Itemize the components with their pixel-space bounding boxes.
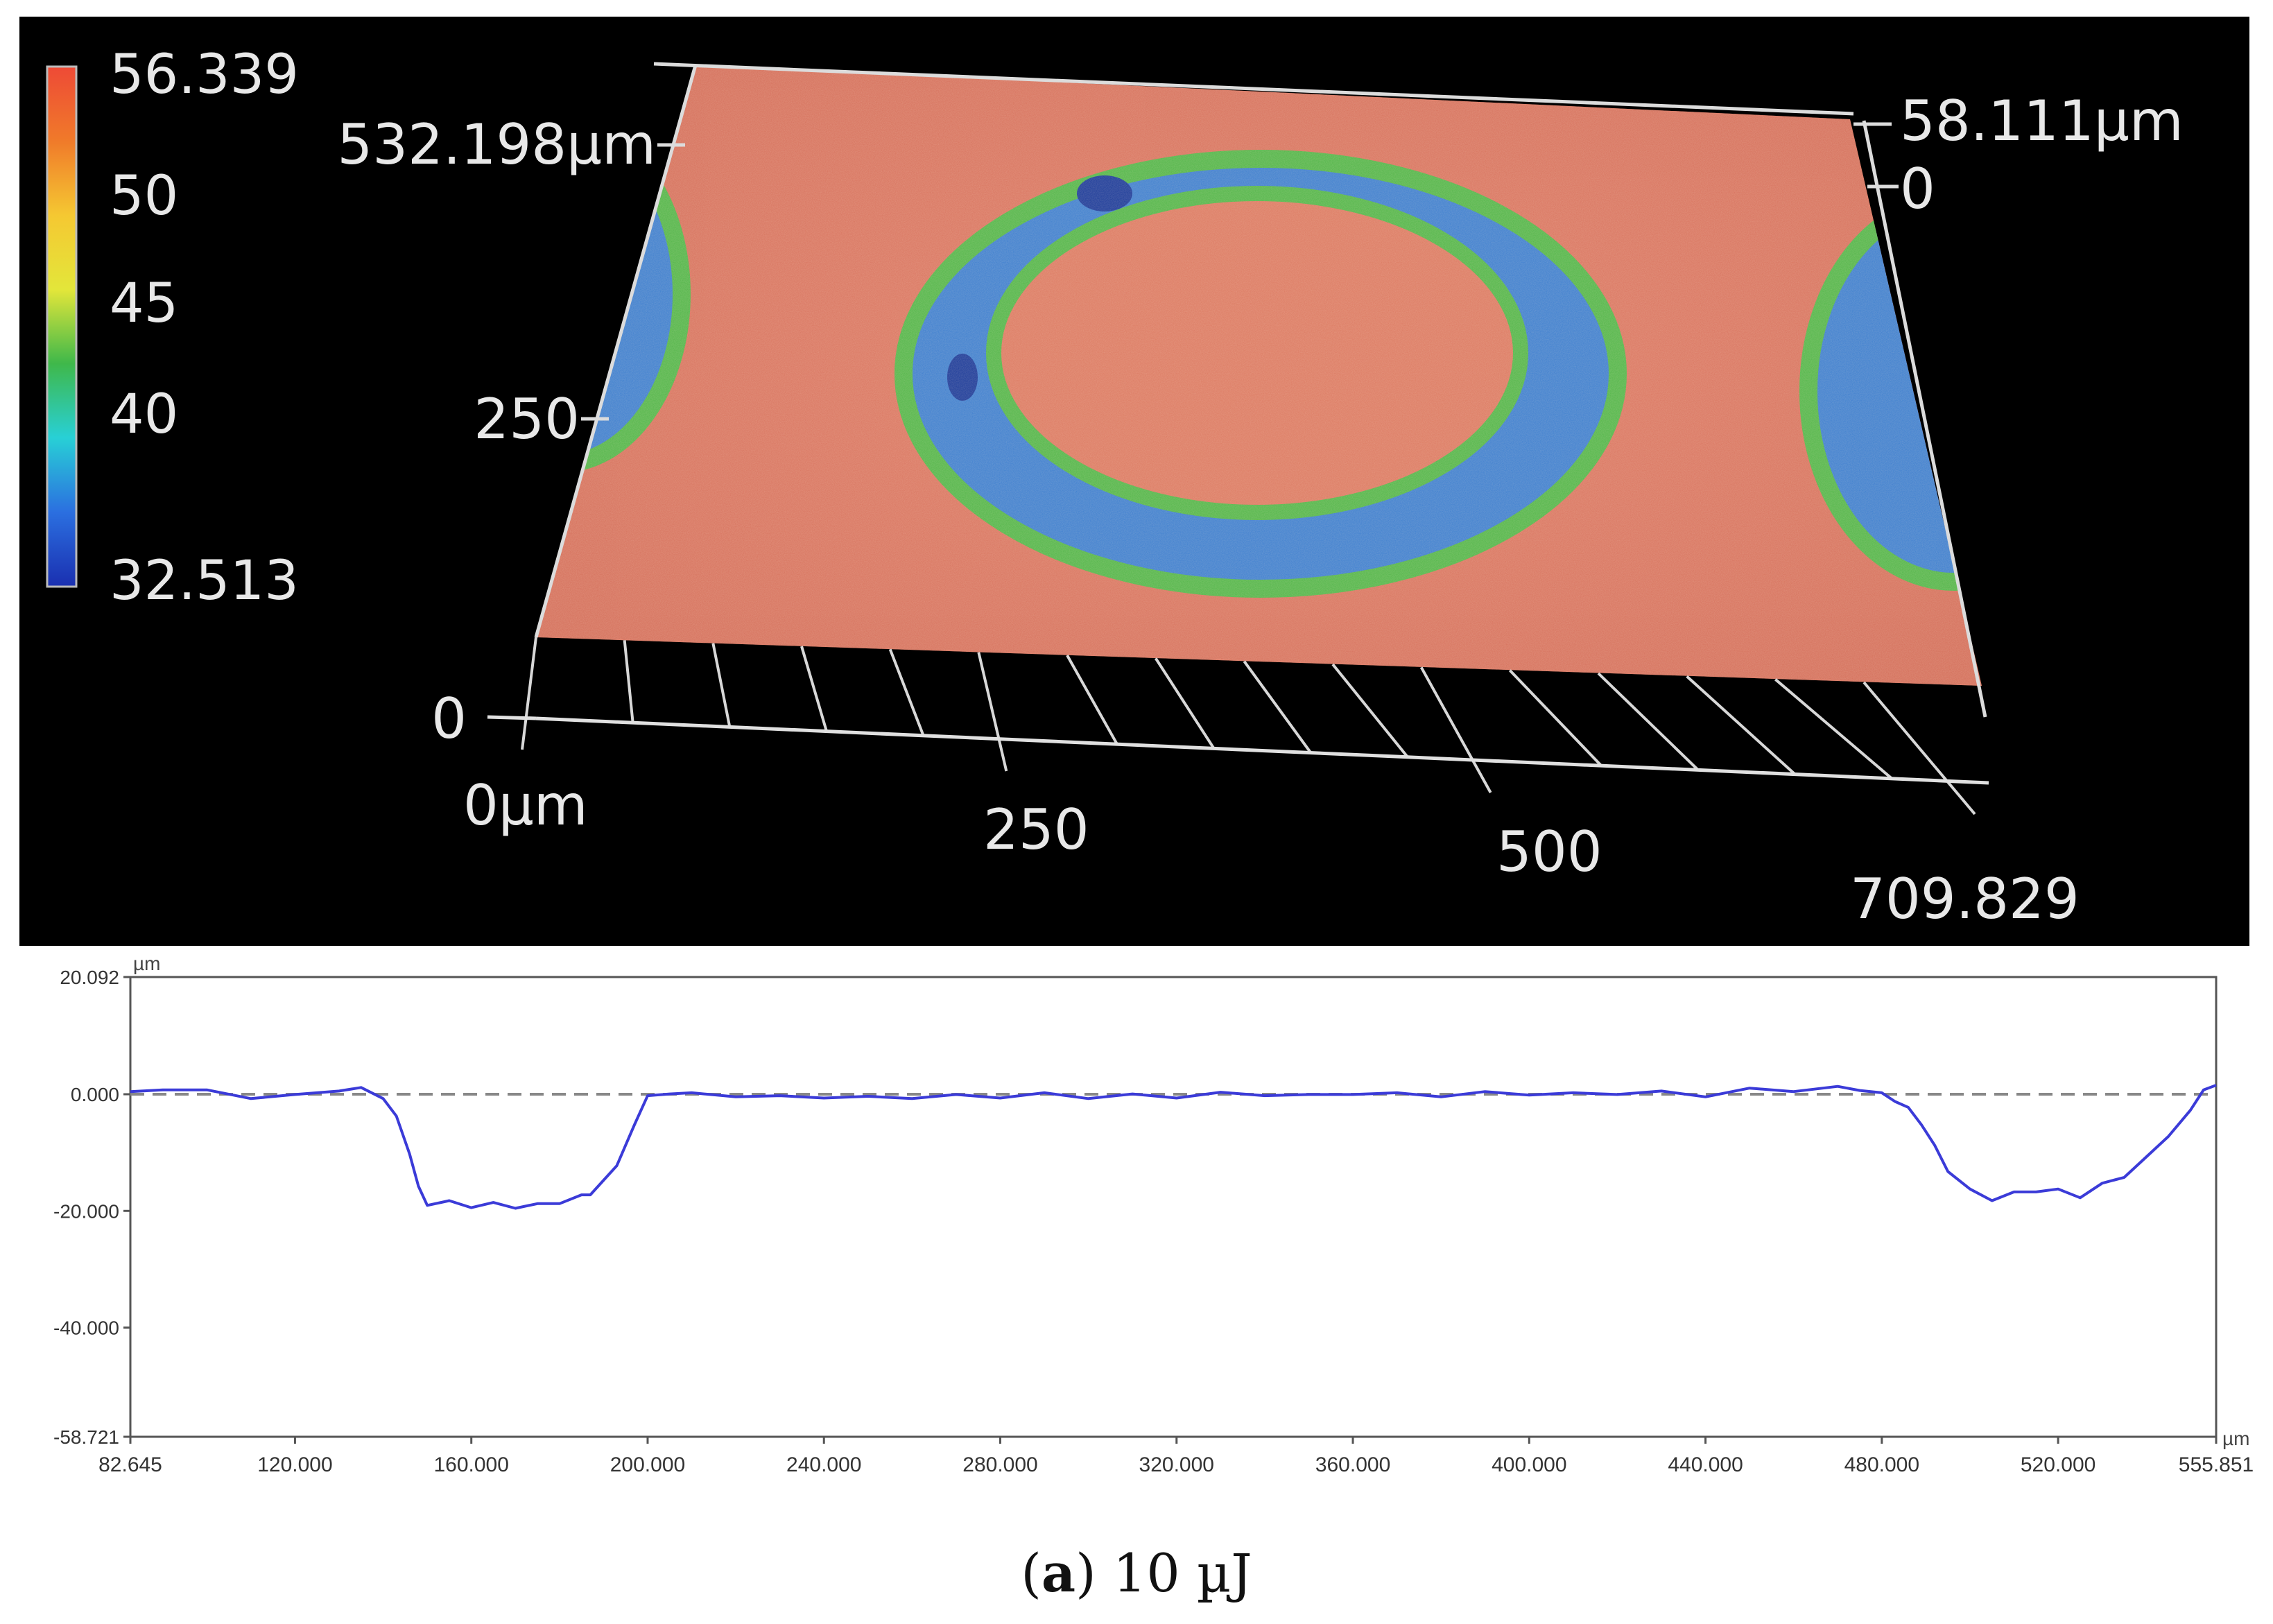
floor-grid-line (1419, 666, 1492, 793)
x-tick-label: 320.000 (1139, 1453, 1214, 1476)
colorbar-min-label: 32.513 (110, 550, 299, 612)
profile-chart: 20.092 0.000 -20.000 -40.000 -58.721 82.645 1… (53, 953, 2254, 1476)
x-tick-label: 520.000 (2021, 1453, 2095, 1476)
y-tick-label: 20.092 (60, 967, 119, 988)
x-tick-label: 280.000 (962, 1453, 1037, 1476)
height-zero-label: 0 (431, 686, 467, 751)
floor-grid-line (623, 640, 634, 723)
x-axis-label-max: 709.829 (1850, 867, 2080, 931)
floor-grid-line (521, 637, 537, 750)
floor-grid-line (1597, 672, 1700, 771)
floor-grid-line (888, 648, 925, 736)
colorbar-tick-50: 50 (110, 165, 178, 227)
x-tick-label: 400.000 (1492, 1453, 1566, 1476)
floor-grid-line (1508, 669, 1602, 767)
x-axis-label-250: 250 (983, 797, 1089, 862)
x-tick-label: 120.000 (257, 1453, 332, 1476)
x-tick-label: 360.000 (1315, 1453, 1390, 1476)
y-axis-max-label: 532.198µm (337, 112, 656, 177)
floor-grid-line (1774, 678, 1893, 780)
floor-grid-line (1154, 657, 1216, 750)
x-tick-label: 440.000 (1668, 1453, 1743, 1476)
z-axis-zero-label: 0 (1900, 157, 1935, 221)
floor-grid-line (1686, 675, 1797, 776)
y-tick-label: -58.721 (53, 1426, 119, 1448)
floor-grid-line (1243, 660, 1312, 754)
plot-frame (129, 976, 2218, 1438)
y-axis-line (534, 64, 698, 638)
y-unit-label: µm (133, 953, 160, 974)
z-axis-max-label: 58.111µm (1900, 89, 2184, 153)
surface-3d-map: 56.339 50 45 40 32.513 58.111µm 0 532.19… (19, 17, 2249, 946)
colorbar-tick-40: 40 (110, 383, 178, 446)
floor-grid-line (1863, 681, 1976, 815)
x-axis-line (535, 716, 1989, 785)
floor-grid-line (1066, 655, 1118, 745)
z-axis-line (1862, 120, 1987, 718)
profile-series-line (130, 1084, 2217, 1210)
colorbar-tick-45: 45 (110, 273, 178, 335)
floor-grid-line (977, 652, 1008, 772)
colorbar-max-label: 56.339 (110, 44, 299, 106)
x-tick-label: 480.000 (1844, 1453, 1919, 1476)
x-tick-label: 200.000 (610, 1453, 685, 1476)
x-tick-label: 82.645 (98, 1453, 162, 1476)
figure-caption: (a) 10 µJ (1021, 1542, 1252, 1604)
x-axis-label-500: 500 (1496, 820, 1602, 884)
y-tick-label: 0.000 (71, 1084, 119, 1105)
x-tick-label: 240.000 (786, 1453, 861, 1476)
floor-grid (521, 637, 1976, 815)
caption-label: a (1041, 1542, 1076, 1604)
x-unit-label: µm (2222, 1428, 2249, 1449)
x-axis-label-0: 0µm (463, 773, 588, 838)
x-tick-label: 160.000 (433, 1453, 508, 1476)
y-axis-mid-label: 250 (474, 387, 580, 451)
y-tick-label: -20.000 (53, 1200, 119, 1222)
caption-text: 10 µJ (1096, 1542, 1252, 1604)
y-tick-label: -40.000 (53, 1318, 119, 1339)
x-tick-label: 555.851 (2179, 1453, 2254, 1476)
floor-grid-line (1331, 663, 1409, 759)
floor-grid-line (800, 646, 828, 732)
floor-grid-line (711, 643, 732, 727)
colorbar (46, 65, 78, 588)
